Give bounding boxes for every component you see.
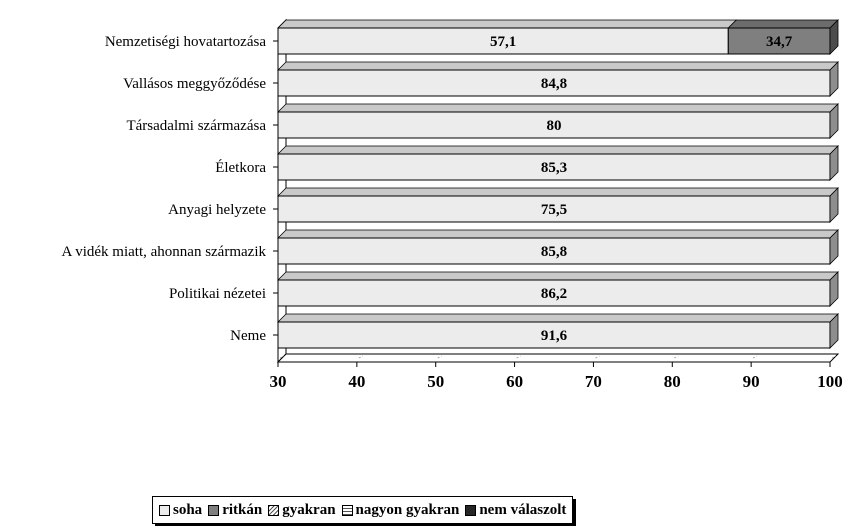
floor-grid-mark (595, 355, 600, 359)
bar-segment-side (829, 313, 839, 349)
legend-label: soha (173, 501, 203, 518)
bar-segment-top (277, 145, 839, 155)
bar-segment (277, 153, 831, 181)
bar-segment-top (277, 103, 839, 113)
bar-segment-top (277, 187, 839, 197)
bar-segment-side (829, 103, 839, 139)
category-label: Társadalmi származása (126, 118, 266, 134)
plot-area: 30 40 50 60 70 80 90 100 Nemzetiségi hovatartozá… (61, 18, 842, 391)
x-tick-label: 40 (348, 372, 365, 391)
bar-segment (277, 237, 831, 265)
x-tick-label: 100 (817, 372, 842, 391)
x-tick-label: 30 (270, 372, 287, 391)
legend-item: nagyon gyakran (341, 501, 460, 519)
legend-item: nem válaszolt (465, 502, 566, 519)
bar-segment-top (277, 271, 839, 281)
x-tick-label: 50 (427, 372, 444, 391)
data-label: 86,2 (541, 286, 567, 302)
floor-grid-mark (516, 355, 521, 359)
legend-item: gyakran (268, 501, 336, 519)
category-label: Anyagi helyzete (168, 202, 266, 218)
bar-segment (277, 27, 729, 55)
legend-swatch (268, 504, 280, 516)
x-tick-label: 90 (743, 372, 760, 391)
legend-swatch (465, 504, 477, 516)
category-label: Politikai nézetei (169, 286, 266, 302)
bar-segment-top (727, 19, 839, 29)
floor-grid-mark (358, 355, 364, 359)
bar-segment (277, 195, 831, 223)
stacked-bar-chart: 30 40 50 60 70 80 90 100 Nemzetiségi hovatartozá… (61, 18, 842, 391)
x-tick-label: 70 (585, 372, 602, 391)
bar-segment-side (829, 271, 839, 307)
data-label: 75,5 (541, 202, 567, 218)
legend: soha ritkán gyakran nagyon gyakran nem válas… (152, 496, 574, 524)
data-label: 57,1 (490, 34, 516, 50)
legend-swatch (208, 504, 220, 516)
legend-item: ritkán (208, 502, 262, 519)
category-label: Életkora (215, 159, 266, 176)
bar-segment (277, 111, 831, 139)
bar-segment-top (277, 313, 839, 323)
bar-segment-side (829, 19, 839, 55)
data-label: 85,8 (541, 244, 567, 260)
legend-label: ritkán (222, 501, 263, 518)
legend-label: nem válaszolt (479, 501, 567, 518)
category-label: A vidék miatt, ahonnan származik (61, 244, 266, 260)
bar-segment-top (277, 229, 839, 239)
floor-grid-mark (674, 355, 679, 359)
bar-segment-top (277, 19, 738, 29)
bar-segment-side (829, 61, 839, 97)
data-label: 85,3 (541, 160, 567, 176)
data-label: 84,8 (541, 76, 567, 92)
floor-grid-mark (752, 355, 758, 359)
data-label: 80 (547, 118, 562, 134)
category-label: Neme (230, 328, 266, 344)
bar-segment-side (829, 187, 839, 223)
category-label: Nemzetiségi hovatartozása (105, 34, 267, 50)
x-tick-label: 60 (506, 372, 523, 391)
legend-swatch (341, 504, 353, 516)
bar-segment-side (829, 145, 839, 181)
legend-swatch (159, 504, 170, 516)
bar-segment-side (829, 229, 839, 265)
bar-segment-top (277, 61, 839, 71)
floor-grid-mark (831, 355, 837, 359)
category-label: Vallásos meggyőződése (123, 76, 266, 92)
legend-label: gyakran (282, 501, 336, 518)
data-label: 91,6 (541, 328, 568, 344)
bar-segment (277, 279, 831, 307)
bar-segment (727, 27, 831, 55)
bar-segment (277, 321, 831, 349)
legend-label: nagyon gyakran (355, 501, 460, 518)
floor-grid-mark (279, 355, 285, 359)
legend-item: soha (159, 502, 202, 519)
floor-grid-mark (437, 355, 442, 359)
x-tick-label: 80 (664, 372, 681, 391)
data-label: 34,7 (766, 34, 793, 50)
